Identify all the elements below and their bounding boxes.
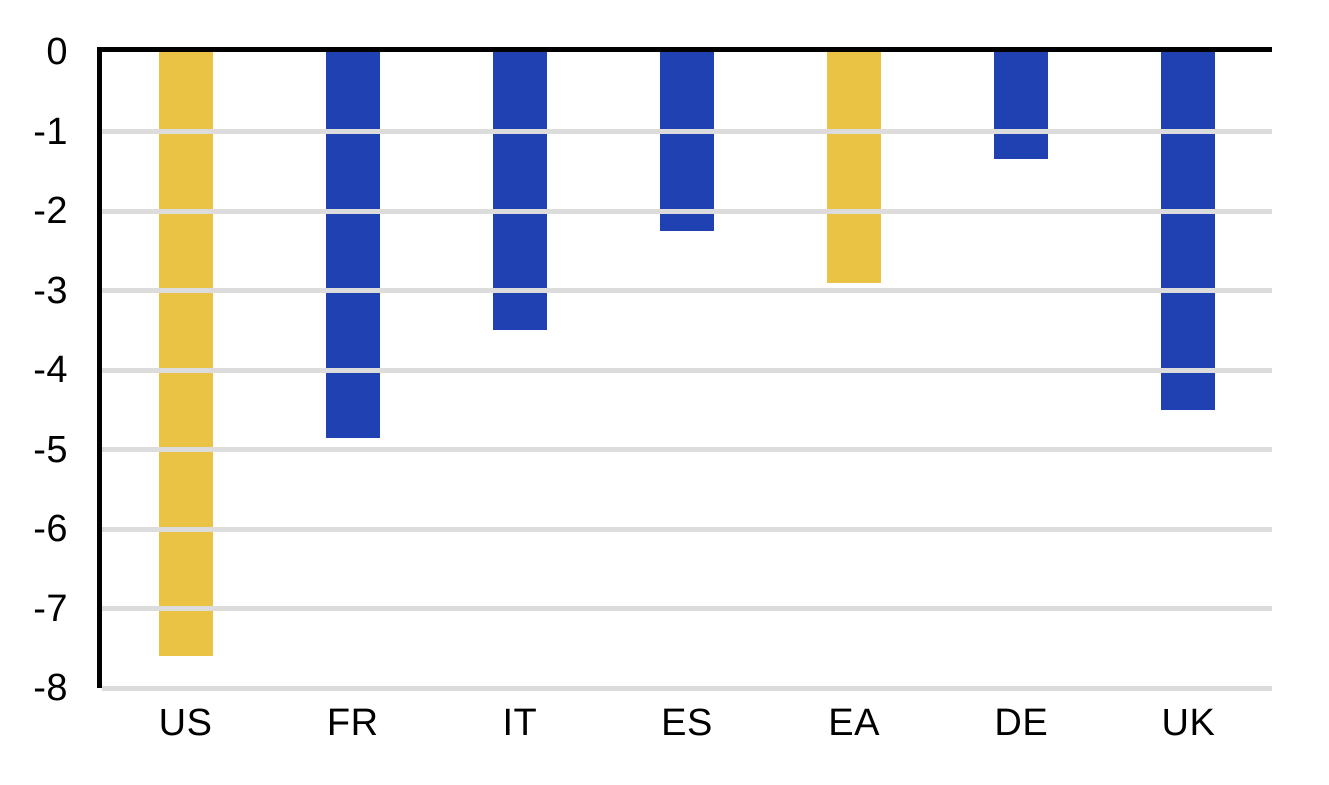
bar-fr xyxy=(325,52,380,438)
bar-ea xyxy=(827,52,882,283)
y-axis-line xyxy=(97,47,102,688)
bars-row xyxy=(102,52,1272,688)
bar-slot-es xyxy=(603,52,770,688)
bar-slot-it xyxy=(436,52,603,688)
x-axis-label-it: IT xyxy=(502,702,538,744)
y-axis-tick-label: 0 xyxy=(46,31,68,73)
x-axis-label-fr: FR xyxy=(326,702,379,744)
bar-slot-us xyxy=(102,52,269,688)
plot-area xyxy=(102,47,1272,691)
bar-slot-fr xyxy=(269,52,436,688)
x-axis: US FR IT ES EA DE UK xyxy=(102,701,1272,745)
bar-slot-ea xyxy=(771,52,938,688)
x-axis-label-de: DE xyxy=(994,702,1049,744)
bar-uk xyxy=(1161,52,1216,410)
bar-slot-uk xyxy=(1105,52,1272,688)
bar-es xyxy=(659,52,714,231)
bar-slot-de xyxy=(938,52,1105,688)
bar-de xyxy=(994,52,1049,160)
y-axis-tick-label: -6 xyxy=(33,508,68,550)
x-axis-label-ea: EA xyxy=(828,702,880,744)
y-axis-tick-label: -1 xyxy=(33,110,68,153)
y-axis-tick-label: -4 xyxy=(33,349,68,391)
y-axis-tick-label: -5 xyxy=(33,428,68,471)
bar-us xyxy=(158,52,213,657)
y-axis-tick-label: -7 xyxy=(33,587,68,630)
x-axis-label-es: ES xyxy=(661,702,713,744)
y-axis-tick-label: -3 xyxy=(33,269,68,312)
y-axis-tick-label: -2 xyxy=(33,190,68,232)
y-axis-tick-label: -8 xyxy=(33,667,68,709)
x-axis-label-uk: UK xyxy=(1161,702,1216,744)
x-axis-label-us: US xyxy=(158,702,213,744)
y-axis: 0 -1 -2 -3 -4 -5 -6 -7 -8 xyxy=(0,0,68,785)
bar-it xyxy=(492,52,547,331)
